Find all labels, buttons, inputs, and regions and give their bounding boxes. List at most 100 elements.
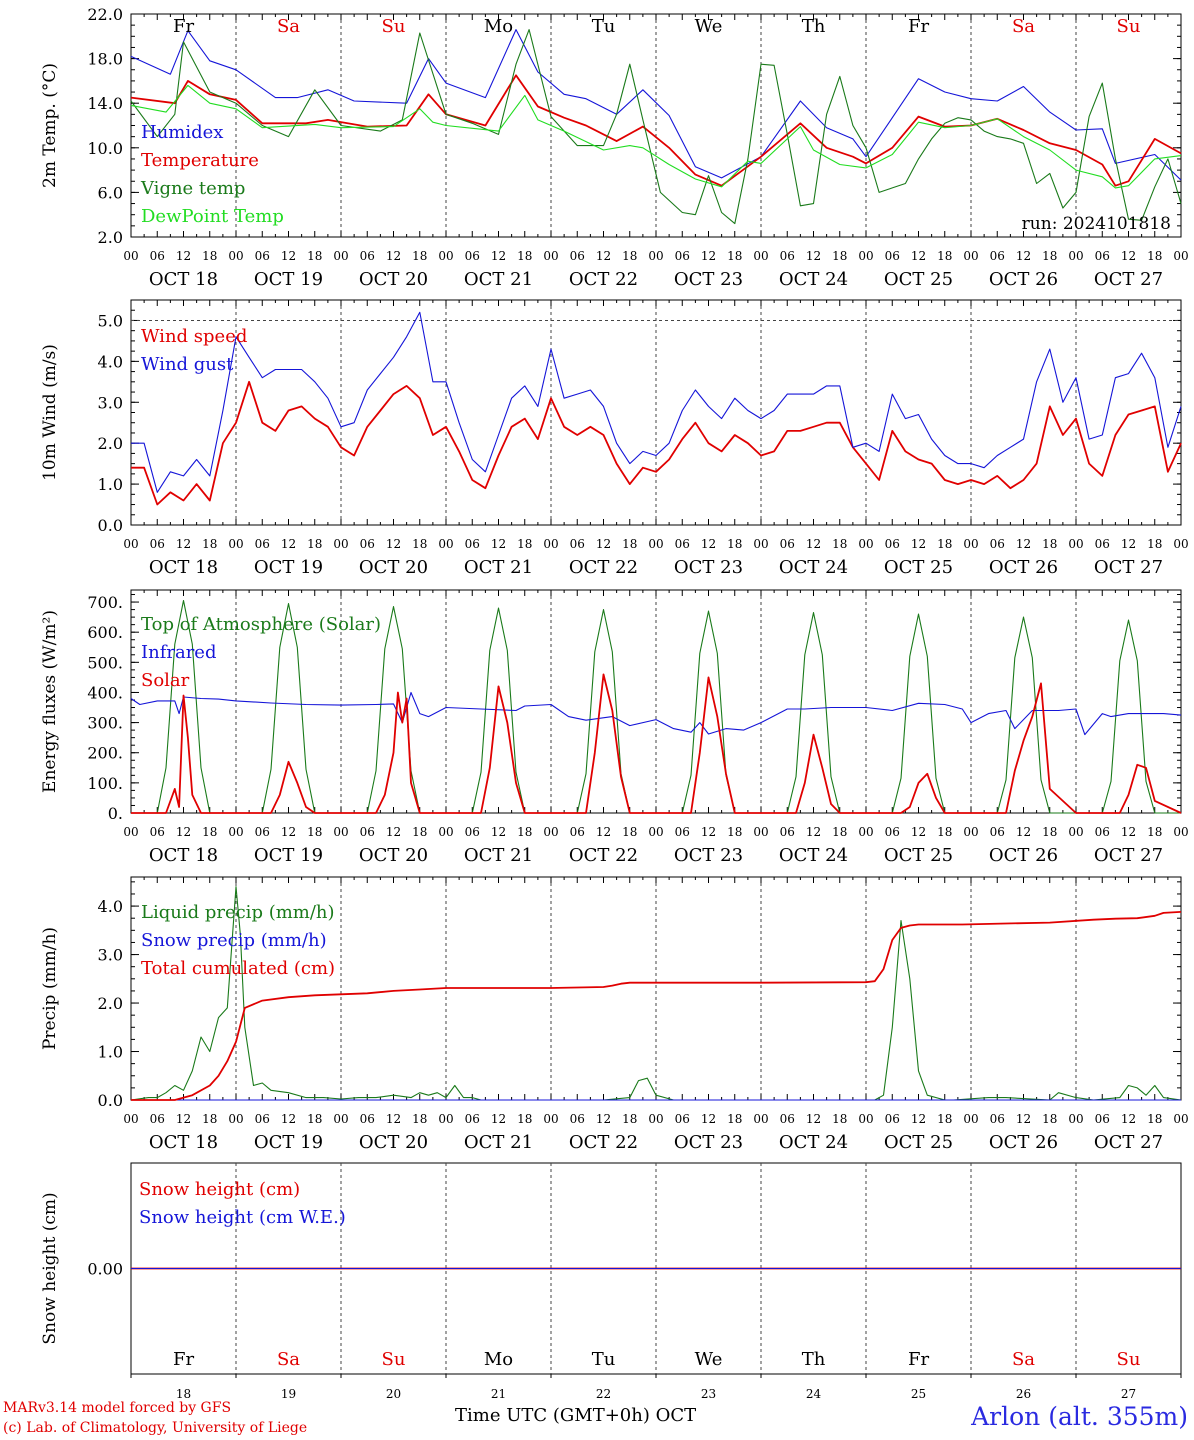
hour-label: 12 xyxy=(911,249,926,263)
hour-label: 18 xyxy=(517,825,532,839)
hour-label: 18 xyxy=(307,537,322,551)
hour-label: 00 xyxy=(543,825,558,839)
series-line-dewpoint-temp xyxy=(130,84,1182,189)
y-axis-label: 10m Wind (m/s) xyxy=(40,344,60,481)
station-label: Arlon (alt. 355m) xyxy=(971,1402,1188,1431)
y-tick-label: 18.0 xyxy=(87,50,123,69)
series-line-temperature xyxy=(130,74,1182,187)
hour-label: 06 xyxy=(990,825,1005,839)
date-label: OCT 26 xyxy=(989,1132,1058,1153)
legend-entry: Temperature xyxy=(141,150,259,171)
series-line-solar xyxy=(131,673,1182,814)
date-label: OCT 25 xyxy=(884,1132,953,1153)
day-abbr-bottom: Sa xyxy=(1012,1349,1035,1370)
hour-label: 00 xyxy=(123,825,138,839)
run-label: run: 2024101818 xyxy=(1022,214,1171,234)
hour-label: 18 xyxy=(832,249,847,263)
plot-frame xyxy=(130,299,1182,526)
hour-label: 00 xyxy=(753,249,768,263)
date-label: OCT 18 xyxy=(149,557,218,578)
hour-label: 12 xyxy=(1121,537,1136,551)
hour-label: 18 xyxy=(727,825,742,839)
hour-label: 18 xyxy=(1147,537,1162,551)
hour-label: 06 xyxy=(255,537,270,551)
hour-label: 18 xyxy=(937,537,952,551)
hour-label: 12 xyxy=(281,249,296,263)
hour-label: 00 xyxy=(963,825,978,839)
hour-label: 18 xyxy=(202,825,217,839)
y-tick-label: 22.0 xyxy=(87,5,123,24)
hour-label: 00 xyxy=(1173,249,1188,263)
hour-label: 12 xyxy=(1121,249,1136,263)
hour-label: 12 xyxy=(806,249,821,263)
hour-label: 18 xyxy=(517,537,532,551)
day-number: 18 xyxy=(176,1387,191,1400)
hour-label: 12 xyxy=(1016,825,1031,839)
y-tick-label: 200. xyxy=(87,744,123,763)
legend-entry: Vigne temp xyxy=(140,178,245,199)
hour-label: 18 xyxy=(202,1112,217,1126)
hour-label: 00 xyxy=(333,1112,348,1126)
hour-label: 06 xyxy=(255,249,270,263)
hour-label: 18 xyxy=(412,825,427,839)
date-label: OCT 27 xyxy=(1094,845,1163,866)
hour-label: 12 xyxy=(701,1112,716,1126)
hour-label: 18 xyxy=(1147,249,1162,263)
hour-label: 00 xyxy=(648,1112,663,1126)
hour-label: 00 xyxy=(123,1112,138,1126)
hour-label: 00 xyxy=(1068,249,1083,263)
hour-label: 12 xyxy=(701,537,716,551)
y-tick-label: 4.0 xyxy=(98,352,123,371)
hour-label: 18 xyxy=(832,537,847,551)
day-number: 21 xyxy=(491,1387,506,1400)
hour-label: 12 xyxy=(491,825,506,839)
hour-label: 18 xyxy=(727,537,742,551)
hour-label: 12 xyxy=(911,537,926,551)
y-tick-label: 1.0 xyxy=(98,1043,123,1062)
date-label: OCT 22 xyxy=(569,1132,638,1153)
hour-label: 12 xyxy=(491,1112,506,1126)
hour-label: 00 xyxy=(438,249,453,263)
date-label: OCT 24 xyxy=(779,557,848,578)
hour-label: 12 xyxy=(911,825,926,839)
date-label: OCT 18 xyxy=(149,269,218,290)
hour-label: 12 xyxy=(701,249,716,263)
hour-label: 06 xyxy=(675,537,690,551)
hour-label: 18 xyxy=(412,249,427,263)
y-tick-label: 300. xyxy=(87,714,123,733)
day-abbr: We xyxy=(695,16,723,37)
hour-label: 12 xyxy=(386,825,401,839)
hour-label: 06 xyxy=(780,1112,795,1126)
legend-entry: Liquid precip (mm/h) xyxy=(141,902,335,923)
hour-label: 06 xyxy=(990,1112,1005,1126)
day-number: 27 xyxy=(1121,1387,1136,1400)
date-label: OCT 27 xyxy=(1094,557,1163,578)
day-abbr: Sa xyxy=(1012,16,1035,37)
date-label: OCT 19 xyxy=(254,557,323,578)
hour-label: 12 xyxy=(806,537,821,551)
hour-label: 00 xyxy=(1068,537,1083,551)
hour-label: 06 xyxy=(465,537,480,551)
day-abbr-bottom: Th xyxy=(802,1349,826,1370)
hour-label: 12 xyxy=(176,825,191,839)
date-label: OCT 21 xyxy=(464,269,533,290)
date-label: OCT 19 xyxy=(254,269,323,290)
date-label: OCT 21 xyxy=(464,1132,533,1153)
hour-label: 12 xyxy=(596,537,611,551)
day-number: 23 xyxy=(701,1387,716,1400)
hour-label: 00 xyxy=(963,249,978,263)
y-tick-label: 0. xyxy=(108,804,123,823)
hour-label: 06 xyxy=(465,825,480,839)
hour-label: 12 xyxy=(176,1112,191,1126)
hour-label: 18 xyxy=(1042,825,1057,839)
hour-label: 06 xyxy=(150,249,165,263)
y-axis-label: Snow height (cm) xyxy=(40,1192,60,1344)
hour-label: 06 xyxy=(255,1112,270,1126)
hour-label: 12 xyxy=(176,537,191,551)
legend-entry: Humidex xyxy=(141,122,223,143)
series-line-infrared xyxy=(130,691,1182,736)
date-label: OCT 23 xyxy=(674,269,743,290)
hour-label: 06 xyxy=(255,825,270,839)
y-tick-label: 1.0 xyxy=(98,475,123,494)
date-label: OCT 20 xyxy=(359,1132,428,1153)
